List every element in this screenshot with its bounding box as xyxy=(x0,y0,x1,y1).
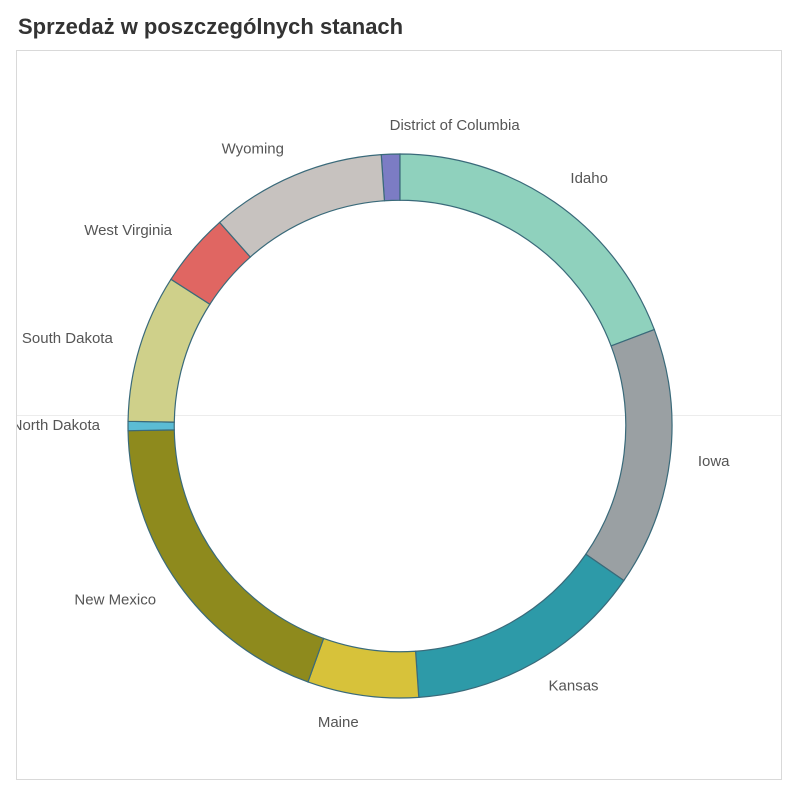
chart-frame: District of Columbia Idaho Iowa Kansas Maine… xyxy=(16,50,782,780)
donut-slice[interactable] xyxy=(220,155,385,257)
slice-label: Iowa xyxy=(698,453,730,470)
slice-label: North Dakota xyxy=(17,417,101,434)
slice-label: Kansas xyxy=(549,678,599,695)
slice-label: New Mexico xyxy=(74,592,156,609)
donut-slice[interactable] xyxy=(416,554,624,697)
donut-chart: District of Columbia Idaho Iowa Kansas Maine… xyxy=(17,51,781,779)
slice-label: West Virginia xyxy=(84,222,172,239)
donut-slice[interactable] xyxy=(308,638,419,698)
donut-slice[interactable] xyxy=(128,430,324,682)
donut-slice[interactable] xyxy=(586,330,672,581)
chart-title: Sprzedaż w poszczególnych stanach xyxy=(18,14,784,40)
donut-slice[interactable] xyxy=(128,421,174,430)
slice-label: Wyoming xyxy=(222,140,284,157)
slice-label: South Dakota xyxy=(22,330,114,347)
slice-label: Maine xyxy=(318,714,359,731)
donut-slice[interactable] xyxy=(400,154,654,346)
slice-label: District of Columbia xyxy=(390,117,521,134)
slice-label: Idaho xyxy=(570,170,608,187)
donut-slice[interactable] xyxy=(128,279,210,422)
